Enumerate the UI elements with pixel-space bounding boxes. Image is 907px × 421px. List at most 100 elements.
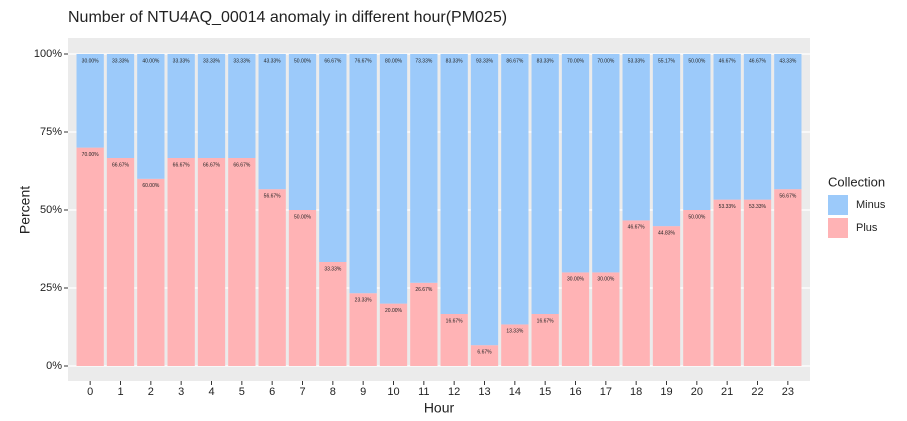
legend-key xyxy=(828,195,848,215)
legend-label: Plus xyxy=(856,222,878,234)
data-label: 33.33% xyxy=(203,58,221,64)
data-label: 33.33% xyxy=(233,58,251,64)
data-label: 30.00% xyxy=(82,58,100,64)
data-label: 43.33% xyxy=(779,58,797,64)
x-tick-label: 11 xyxy=(418,386,429,398)
bar-segment xyxy=(258,189,286,366)
data-label: 46.67% xyxy=(749,58,767,64)
x-tick-label: 17 xyxy=(600,386,612,398)
data-label: 20.00% xyxy=(385,308,403,314)
x-tick-label: 4 xyxy=(208,386,214,398)
bar-segment xyxy=(501,324,529,366)
x-tick-label: 16 xyxy=(569,386,581,398)
bar-segment xyxy=(531,54,559,314)
data-label: 6.67% xyxy=(477,350,492,356)
x-tick-label: 18 xyxy=(630,386,642,398)
bar-segment xyxy=(137,54,165,179)
x-tick-label: 3 xyxy=(178,386,184,398)
data-label: 56.67% xyxy=(779,194,797,200)
data-label: 30.00% xyxy=(597,277,615,283)
data-label: 30.00% xyxy=(567,277,585,283)
x-tick-label: 5 xyxy=(239,386,245,398)
bar-segment xyxy=(652,54,681,227)
y-tick-label: 75% xyxy=(40,126,62,138)
data-label: 40.00% xyxy=(142,58,160,64)
chart-title: Number of NTU4AQ_00014 anomaly in differ… xyxy=(68,9,507,26)
x-tick-label: 23 xyxy=(782,386,794,398)
bar-segment xyxy=(167,157,195,366)
data-label: 53.33% xyxy=(719,204,737,210)
data-label: 26.67% xyxy=(415,287,433,293)
bar-segment xyxy=(561,272,590,366)
x-tick-label: 7 xyxy=(299,386,305,398)
bar-segment xyxy=(228,157,256,366)
bar-segment xyxy=(410,54,438,283)
bar-segment xyxy=(592,272,620,366)
data-label: 66.67% xyxy=(112,162,130,168)
data-label: 50.00% xyxy=(688,214,706,220)
y-tick-label: 25% xyxy=(40,282,62,294)
bar-segment xyxy=(774,54,802,190)
x-tick-label: 10 xyxy=(387,386,399,398)
x-tick-label: 6 xyxy=(269,386,275,398)
data-label: 43.33% xyxy=(264,58,282,64)
data-label: 86.67% xyxy=(506,58,524,64)
bar-segment xyxy=(592,54,620,273)
data-label: 83.33% xyxy=(446,58,464,64)
bar-segment xyxy=(106,54,135,158)
bar-segment xyxy=(652,226,681,366)
data-label: 46.67% xyxy=(719,58,737,64)
x-tick-label: 9 xyxy=(360,386,366,398)
y-tick-label: 50% xyxy=(40,204,62,216)
x-tick-label: 8 xyxy=(330,386,336,398)
bar-segment xyxy=(106,157,135,366)
y-axis-label: Percent xyxy=(17,186,33,234)
x-tick-label: 12 xyxy=(448,386,460,398)
x-tick-label: 20 xyxy=(691,386,703,398)
bar-segment xyxy=(288,54,317,210)
bar-segment xyxy=(683,210,711,366)
legend-title: Collection xyxy=(828,174,885,189)
data-label: 76.67% xyxy=(355,58,373,64)
y-tick-label: 0% xyxy=(46,360,62,372)
data-label: 53.33% xyxy=(628,58,646,64)
bar-segment xyxy=(76,54,104,148)
x-tick-label: 13 xyxy=(478,386,490,398)
data-label: 33.33% xyxy=(324,266,342,272)
bar-segment xyxy=(743,54,772,200)
bar-segment xyxy=(349,54,377,294)
bar-segment xyxy=(137,178,165,366)
x-tick-label: 1 xyxy=(117,386,123,398)
data-label: 46.67% xyxy=(628,225,646,231)
legend-label: Minus xyxy=(856,199,886,211)
bar-segment xyxy=(683,54,711,210)
x-tick-label: 14 xyxy=(509,386,521,398)
bar-segment xyxy=(228,54,256,158)
bar-segment xyxy=(531,313,559,366)
bar-segment xyxy=(319,262,347,366)
bar-segment xyxy=(319,54,347,263)
data-label: 73.33% xyxy=(415,58,433,64)
x-tick-label: 0 xyxy=(87,386,93,398)
bar-segment xyxy=(167,54,195,158)
x-tick-label: 15 xyxy=(539,386,551,398)
data-label: 44.83% xyxy=(658,230,676,236)
data-label: 60.00% xyxy=(142,183,160,189)
bar-segment xyxy=(470,345,499,366)
data-label: 66.67% xyxy=(173,162,191,168)
data-label: 33.33% xyxy=(173,58,191,64)
data-label: 50.00% xyxy=(688,58,706,64)
data-label: 13.33% xyxy=(506,329,524,335)
bar-segment xyxy=(258,54,286,190)
bar-segment xyxy=(440,313,468,366)
x-tick-label: 19 xyxy=(660,386,672,398)
data-label: 53.33% xyxy=(749,204,767,210)
data-label: 33.33% xyxy=(112,58,130,64)
bar-segment xyxy=(713,54,741,200)
x-axis-label: Hour xyxy=(424,400,455,416)
bar-segment xyxy=(622,220,650,366)
bar-segment xyxy=(76,147,104,366)
bar-segment xyxy=(379,54,408,304)
data-label: 23.33% xyxy=(355,298,373,304)
